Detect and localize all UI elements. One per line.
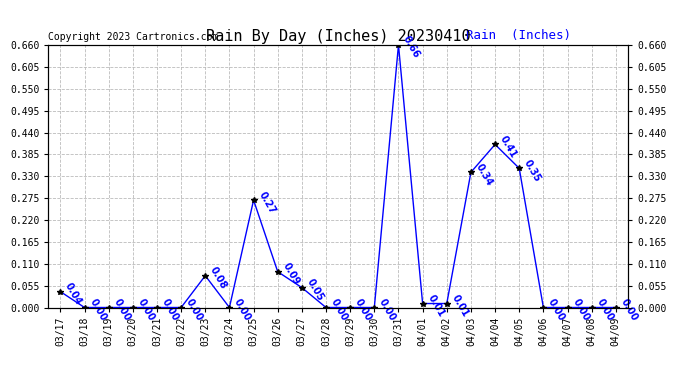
Text: 0.09: 0.09 [281, 261, 301, 287]
Text: 0.00: 0.00 [377, 297, 397, 323]
Text: 0.00: 0.00 [329, 297, 349, 323]
Text: 0.41: 0.41 [498, 134, 518, 160]
Text: 0.35: 0.35 [522, 158, 542, 183]
Text: 0.00: 0.00 [88, 297, 108, 323]
Text: 0.05: 0.05 [305, 277, 325, 303]
Text: 0.00: 0.00 [233, 297, 253, 323]
Text: 0.00: 0.00 [353, 297, 373, 323]
Text: 0.08: 0.08 [208, 265, 229, 291]
Text: 0.34: 0.34 [474, 162, 494, 188]
Text: 0.00: 0.00 [136, 297, 156, 323]
Text: Copyright 2023 Cartronics.com: Copyright 2023 Cartronics.com [48, 32, 219, 42]
Text: 0.00: 0.00 [619, 297, 639, 323]
Text: 0.01: 0.01 [426, 293, 446, 319]
Text: 0.00: 0.00 [546, 297, 566, 323]
Text: 0.66: 0.66 [402, 34, 422, 60]
Text: 0.00: 0.00 [184, 297, 204, 323]
Text: 0.04: 0.04 [63, 281, 83, 307]
Text: Rain  (Inches): Rain (Inches) [466, 29, 571, 42]
Text: 0.00: 0.00 [595, 297, 615, 323]
Text: 0.00: 0.00 [160, 297, 180, 323]
Text: 0.27: 0.27 [257, 189, 277, 215]
Title: Rain By Day (Inches) 20230410: Rain By Day (Inches) 20230410 [206, 29, 471, 44]
Text: 0.00: 0.00 [112, 297, 132, 323]
Text: 0.00: 0.00 [571, 297, 591, 323]
Text: 0.01: 0.01 [450, 293, 470, 319]
